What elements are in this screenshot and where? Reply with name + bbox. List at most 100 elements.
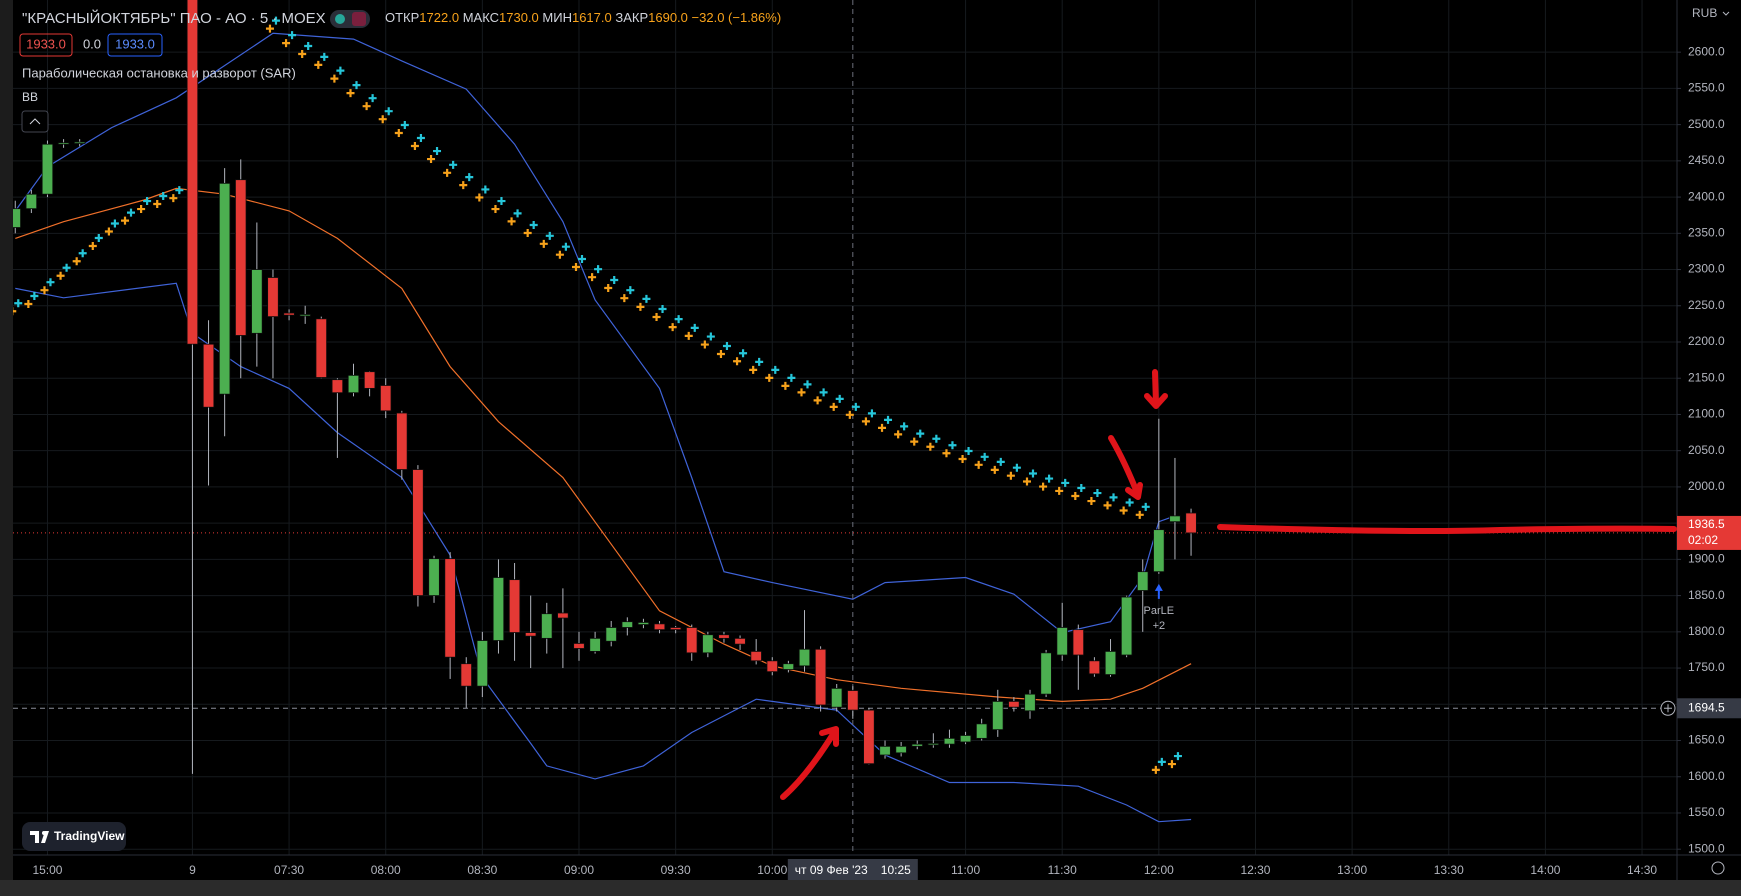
sar-cross <box>803 380 812 389</box>
sar-dot <box>362 94 377 111</box>
x-tick-label: 09:30 <box>661 863 691 877</box>
indicator-label[interactable]: Параболическая остановка и разворот (SAR… <box>22 65 296 80</box>
y-tick-label: 2200.0 <box>1688 334 1725 348</box>
candle-body <box>347 374 360 394</box>
sar-cross <box>771 365 780 374</box>
sar-dot <box>40 278 55 295</box>
buy-price[interactable]: 1933.0 <box>115 36 155 51</box>
sar-cross <box>1071 491 1080 500</box>
candle-body <box>959 735 972 743</box>
ohlc: ОТКР1722.0 МАКС1730.0 МИН1617.0 ЗАКР1690… <box>385 10 781 25</box>
sar-dot <box>829 394 844 411</box>
sar-dot <box>588 265 603 282</box>
sar-dot <box>684 323 699 340</box>
ohlc-value: 1617.0 <box>572 10 612 25</box>
sar-cross <box>652 313 661 322</box>
sar-dot <box>443 160 458 177</box>
settings-icon[interactable] <box>1711 861 1725 875</box>
band-line <box>15 282 1192 823</box>
y-tick-label: 2350.0 <box>1688 225 1725 239</box>
sar-cross <box>861 417 870 426</box>
sar-cross <box>1119 506 1128 515</box>
candle-body <box>1056 627 1068 656</box>
y-tick-label: 1900.0 <box>1688 552 1725 566</box>
sar-dot <box>668 315 683 332</box>
candle-body <box>331 379 344 394</box>
sar-cross <box>555 250 564 259</box>
symbol-title[interactable]: "КРАСНЫЙОКТЯБРЬ" ПАО - АО · 5 · MOEX <box>22 9 326 27</box>
currency-label[interactable]: RUB <box>1692 6 1717 20</box>
sar-cross <box>626 286 635 295</box>
ohlc-label: ЗАКР <box>615 10 648 25</box>
candle-body <box>669 627 682 631</box>
x-tick-label: 14:30 <box>1627 863 1657 877</box>
candle-body <box>589 637 601 652</box>
sar-cross <box>958 455 967 464</box>
sell-box[interactable] <box>19 33 73 57</box>
sar-dot <box>282 31 297 48</box>
ohlc-value: 1722.0 <box>419 10 459 25</box>
sar-cross <box>127 208 136 217</box>
sar-dot <box>749 357 764 374</box>
sar-cross <box>867 409 876 418</box>
sar-dot <box>121 208 136 225</box>
sar-dot <box>716 341 731 358</box>
spread: 0.0 <box>83 36 101 51</box>
sar-cross <box>46 278 55 287</box>
sar-cross <box>271 16 280 25</box>
buy-box[interactable] <box>107 33 163 57</box>
sar-dot <box>1055 478 1070 495</box>
sar-cross <box>1077 483 1086 492</box>
candle-body <box>830 687 843 708</box>
sar-cross <box>932 434 941 443</box>
sar-cross <box>62 263 71 272</box>
candle-body <box>992 700 1004 731</box>
sar-cross <box>900 422 909 431</box>
sar-cross <box>990 465 999 474</box>
y-tick-label: 2550.0 <box>1688 81 1725 95</box>
sar-cross <box>56 271 65 280</box>
watermark-box[interactable] <box>22 822 126 851</box>
sar-cross <box>642 294 651 303</box>
sar-cross <box>416 134 425 143</box>
sell-price[interactable]: 1933.0 <box>26 36 66 51</box>
sar-cross <box>755 357 764 366</box>
sar-cross <box>497 197 506 206</box>
sar-cross <box>121 216 130 225</box>
sar-dot <box>910 429 925 446</box>
sar-cross <box>304 41 313 50</box>
candle-body <box>605 627 617 642</box>
currency-chevron[interactable] <box>1722 11 1730 16</box>
sar-dot <box>1006 463 1021 480</box>
sar-cross <box>706 332 715 341</box>
sar-dot <box>507 209 522 226</box>
candle-body <box>1120 596 1133 656</box>
sar-dot <box>894 422 909 439</box>
sar-cross <box>475 193 484 202</box>
ohlc-label: МАКС <box>463 10 499 25</box>
drawn-arrow <box>1152 369 1159 407</box>
watermark-text[interactable]: TradingView <box>54 829 125 843</box>
x-tick-label: 11:00 <box>951 863 980 877</box>
sar-cross <box>910 437 919 446</box>
x-tick-label: 08:00 <box>371 863 401 877</box>
x-tick-label: 13:30 <box>1434 863 1464 877</box>
collapse-button[interactable] <box>21 110 49 133</box>
sar-cross <box>13 307 17 316</box>
indicator-label[interactable]: BB <box>22 90 38 104</box>
sar-dot <box>410 134 425 151</box>
candle-body <box>25 193 38 210</box>
sar-cross <box>851 402 860 411</box>
bottom-bar <box>0 880 1741 896</box>
x-tick-label: 12:00 <box>1144 863 1174 877</box>
y-tick-label: 1800.0 <box>1688 624 1725 638</box>
x-tick-label: 11:30 <box>1048 863 1077 877</box>
sar-cross <box>143 197 152 206</box>
sar-dot <box>1135 502 1150 519</box>
sar-dot <box>878 415 893 432</box>
sar-cross <box>765 373 774 382</box>
left-border <box>0 0 13 896</box>
candle-body <box>202 343 215 408</box>
y-tick-label: 2100.0 <box>1688 407 1725 421</box>
